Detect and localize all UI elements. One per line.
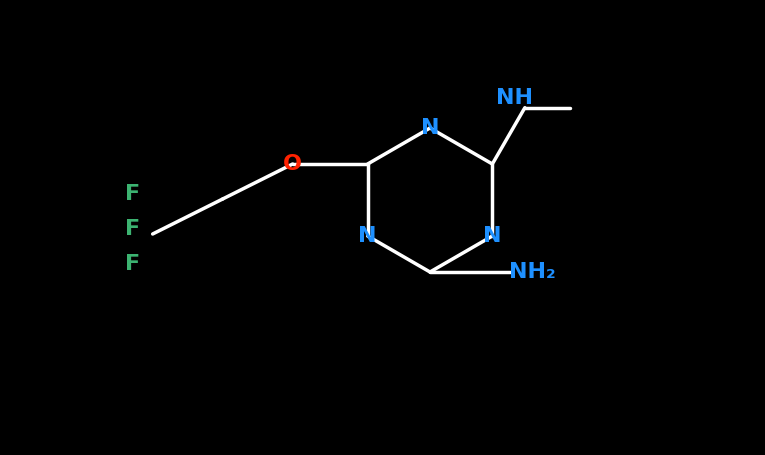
Text: F: F: [125, 184, 140, 204]
Text: N: N: [358, 226, 377, 246]
Text: NH₂: NH₂: [509, 262, 555, 282]
Text: O: O: [283, 154, 302, 174]
Text: NH: NH: [496, 88, 533, 108]
Text: F: F: [125, 219, 140, 239]
Text: N: N: [421, 118, 439, 138]
Text: N: N: [483, 226, 502, 246]
Text: F: F: [125, 254, 140, 274]
